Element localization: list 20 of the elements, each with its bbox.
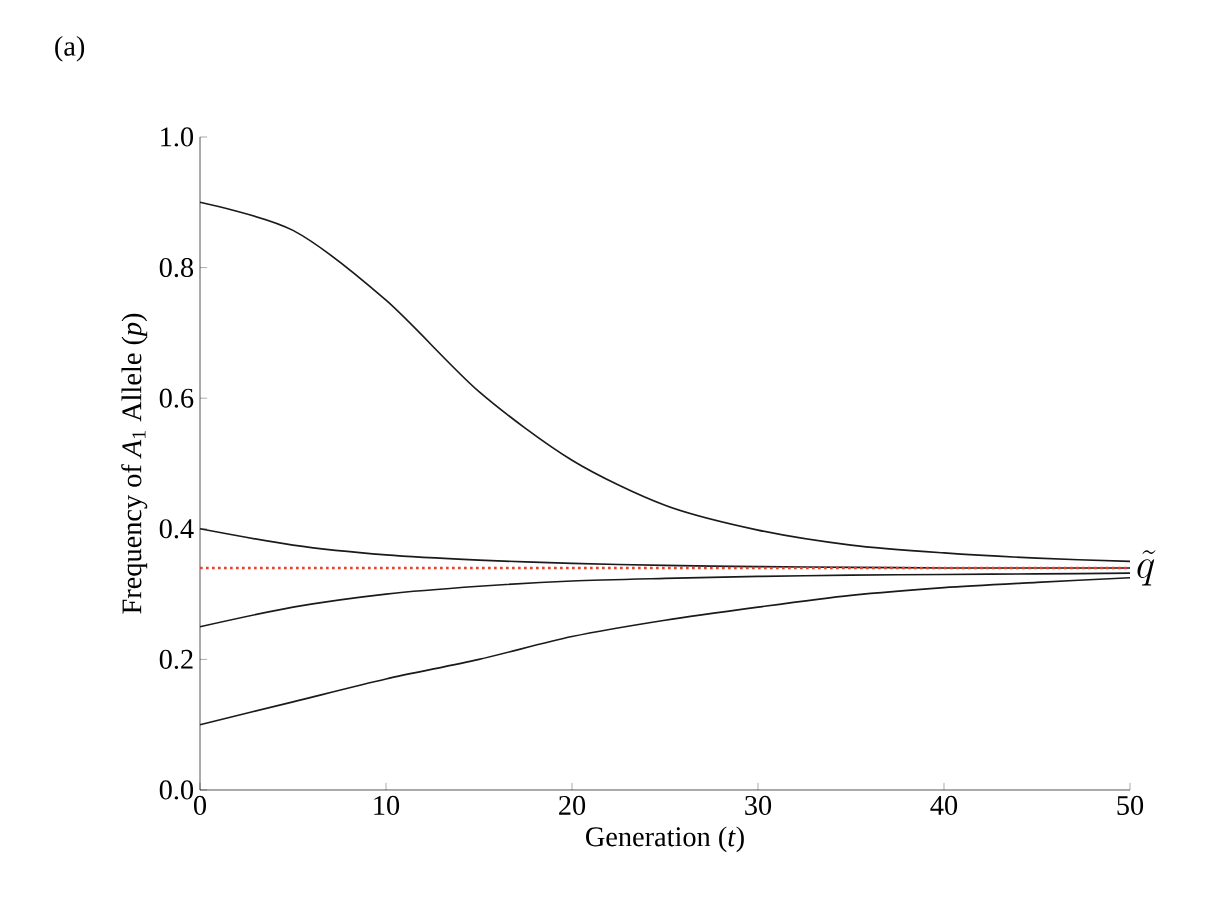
x-tick-label: 40 <box>930 795 958 815</box>
x-axis-title: Generation (t) <box>586 826 744 853</box>
line-series <box>199 576 1131 726</box>
text: (a) <box>55 35 85 62</box>
y-tick-label: 0.8 <box>159 257 194 278</box>
x-tick-label: 30 <box>745 795 772 815</box>
y-tick-label: 0.4 <box>159 519 194 539</box>
x-tick-label: 50 <box>1117 795 1144 815</box>
line-series <box>199 201 1131 563</box>
x-tick-label: 20 <box>559 795 586 815</box>
line-series <box>199 527 1131 569</box>
y-tick-label: 1.0 <box>161 127 194 147</box>
y-tick-label: 0.6 <box>159 388 194 408</box>
y-tick-label: 0.2 <box>159 649 193 669</box>
ref-line-label: $\tilde{q}$ <box>1137 550 1156 586</box>
y-axis-title: Frequency of A$_{1}$ Allele (p) <box>121 313 148 614</box>
line-series <box>199 572 1131 628</box>
y-tick-label: 0.0 <box>159 780 194 800</box>
x-tick-label: 10 <box>374 795 400 815</box>
x-tick-label: 0 <box>193 795 207 815</box>
